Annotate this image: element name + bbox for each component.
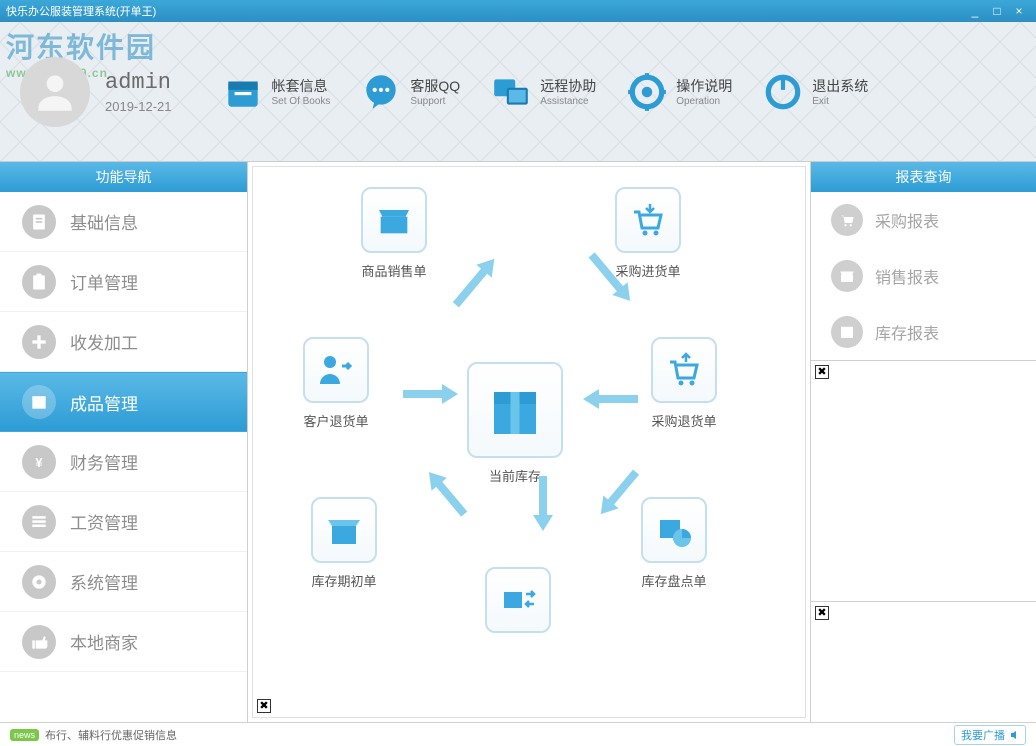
cart-out-icon: [651, 337, 717, 403]
node-1[interactable]: 采购进货单: [615, 187, 681, 280]
minimize-button[interactable]: _: [964, 4, 986, 18]
arrow-icon: [403, 382, 458, 411]
node-center[interactable]: 当前库存: [467, 362, 563, 485]
arrow-icon: [583, 382, 638, 411]
username: admin: [105, 70, 172, 95]
person-out-icon: [303, 337, 369, 403]
books-icon: [222, 71, 264, 113]
cog-icon: [22, 565, 56, 599]
nav-doc[interactable]: 基础信息: [0, 192, 247, 252]
box-icon: [831, 316, 863, 348]
header: 河东软件园 www.pc0359.cn admin 2019-12-21 帐套信…: [0, 22, 1036, 162]
nav-list[interactable]: 工资管理: [0, 492, 247, 552]
marker-icon: ✖: [257, 699, 271, 713]
report-cart[interactable]: 采购报表: [811, 192, 1036, 248]
right-panel: 报表查询 采购报表销售报表库存报表 ✖ ✖: [810, 162, 1036, 722]
header-btn-screens[interactable]: 远程协助Assistance: [490, 71, 596, 113]
news-badge: news: [10, 729, 39, 741]
nav-box[interactable]: 成品管理: [0, 372, 247, 432]
center-panel: ✖ 当前库存 商品销售单 采购进货单客户退货单 采购退货单库存期初单 库存盘点单: [248, 162, 810, 722]
box-icon: [467, 362, 563, 458]
screens-icon: [490, 71, 532, 113]
nav-plus[interactable]: 收发加工: [0, 312, 247, 372]
box-icon: [22, 385, 56, 419]
marker-icon: ✖: [815, 365, 829, 379]
cart-in-icon: [615, 187, 681, 253]
nav-yen[interactable]: ¥财务管理: [0, 432, 247, 492]
close-button[interactable]: ×: [1008, 4, 1030, 18]
titlebar: 快乐办公服装管理系统(开单王) _ □ ×: [0, 0, 1036, 22]
window-title: 快乐办公服装管理系统(开单王): [6, 3, 156, 19]
header-btn-power[interactable]: 退出系统Exit: [762, 71, 868, 113]
marker-icon: ✖: [815, 606, 829, 620]
workflow-canvas: ✖ 当前库存 商品销售单 采购进货单客户退货单 采购退货单库存期初单 库存盘点单: [252, 166, 806, 718]
nav-cog[interactable]: 系统管理: [0, 552, 247, 612]
news-text: 布行、辅料行优惠促销信息: [45, 727, 177, 743]
gear-icon: [626, 71, 668, 113]
header-btn-gear[interactable]: 操作说明Operation: [626, 71, 732, 113]
maximize-button[interactable]: □: [986, 4, 1008, 18]
clipboard-icon: [22, 265, 56, 299]
user-date: 2019-12-21: [105, 99, 172, 114]
doc-icon: [22, 205, 56, 239]
thumb-icon: [22, 625, 56, 659]
shop-icon: [831, 260, 863, 292]
header-btn-chat[interactable]: 客服QQSupport: [360, 71, 460, 113]
node-5[interactable]: 库存盘点单: [641, 497, 707, 590]
broadcast-button[interactable]: 我要广播: [954, 725, 1026, 745]
box-open-icon: [311, 497, 377, 563]
arrow-icon: [588, 461, 646, 522]
arrow-icon: [447, 251, 508, 316]
list-icon: [22, 505, 56, 539]
right-panel-title: 报表查询: [811, 162, 1036, 192]
report-box[interactable]: 库存报表: [811, 304, 1036, 360]
statusbar: news 布行、辅料行优惠促销信息 我要广播: [0, 722, 1036, 746]
power-icon: [762, 71, 804, 113]
avatar[interactable]: [20, 57, 90, 127]
report-shop[interactable]: 销售报表: [811, 248, 1036, 304]
node-3[interactable]: 采购退货单: [651, 337, 717, 430]
node-2[interactable]: 客户退货单: [303, 337, 369, 430]
node-0[interactable]: 商品销售单: [361, 187, 427, 280]
arrow-icon: [526, 476, 555, 531]
header-btn-books[interactable]: 帐套信息Set Of Books: [222, 71, 331, 113]
node-4[interactable]: 库存期初单: [311, 497, 377, 590]
plus-icon: [22, 325, 56, 359]
box-chart-icon: [641, 497, 707, 563]
shop-icon: [361, 187, 427, 253]
user-block: admin 2019-12-21: [20, 57, 172, 127]
box-swap-icon: [485, 567, 551, 633]
svg-text:¥: ¥: [35, 455, 43, 470]
chat-icon: [360, 71, 402, 113]
cart-icon: [831, 204, 863, 236]
app-window: 快乐办公服装管理系统(开单王) _ □ × 河东软件园 www.pc0359.c…: [0, 0, 1036, 746]
nav-thumb[interactable]: 本地商家: [0, 612, 247, 672]
yen-icon: ¥: [22, 445, 56, 479]
nav-clipboard[interactable]: 订单管理: [0, 252, 247, 312]
left-panel-title: 功能导航: [0, 162, 247, 192]
left-panel: 功能导航 基础信息订单管理收发加工成品管理¥财务管理工资管理系统管理本地商家: [0, 162, 248, 722]
node-6[interactable]: [485, 567, 551, 633]
